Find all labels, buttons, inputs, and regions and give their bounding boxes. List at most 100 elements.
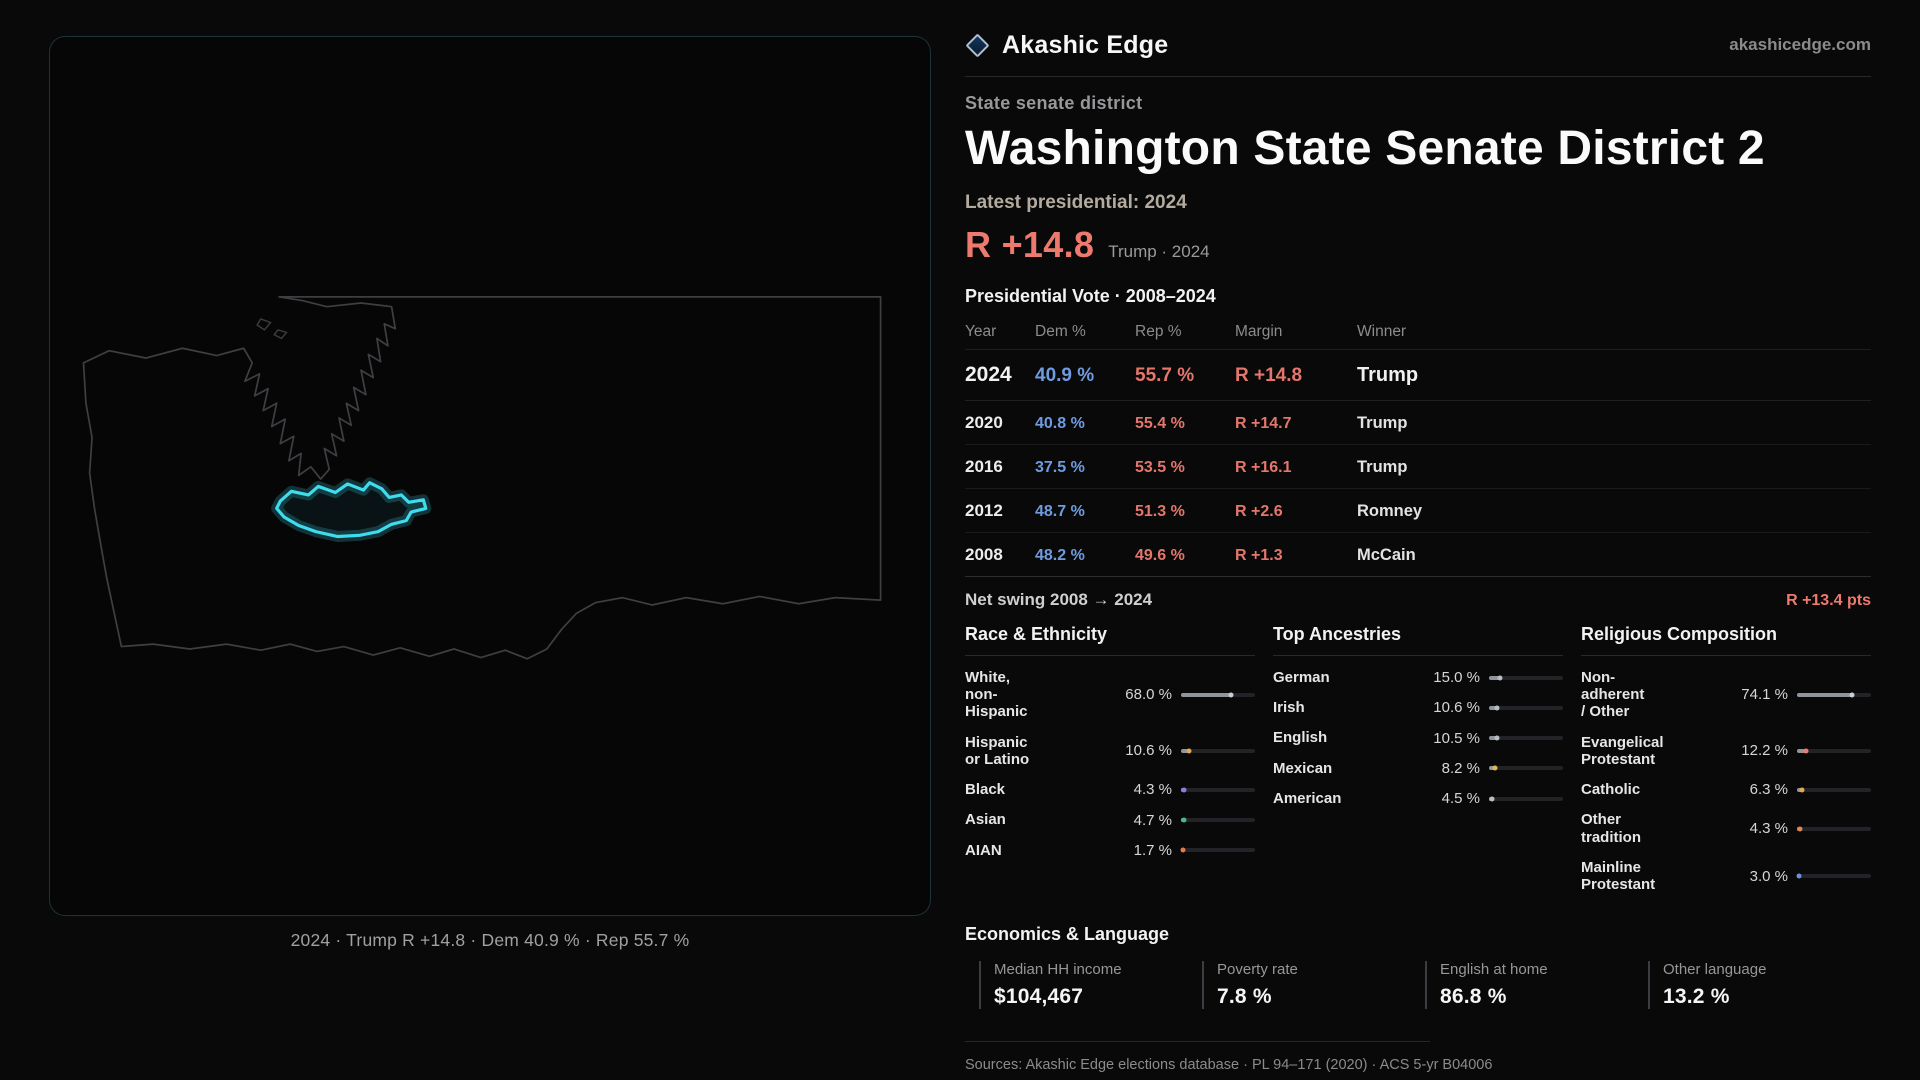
year-cell: 2012 <box>965 500 1003 520</box>
demo-bar <box>1489 705 1563 711</box>
demo-bar <box>1797 692 1871 698</box>
year-cell: 2008 <box>965 544 1003 564</box>
demo-row-american: American 4.5 % <box>1273 783 1563 813</box>
col-rep: Rep % <box>1135 323 1182 341</box>
demo-label: Black <box>965 781 1006 799</box>
brand-name: Akashic Edge <box>1002 30 1169 59</box>
footer-divider <box>965 1040 1430 1042</box>
demo-row-black: Black 4.3 % <box>965 775 1255 805</box>
race-ethnicity-column: Race & Ethnicity White, non-Hispanic 68.… <box>965 624 1255 900</box>
demo-value: 4.5 % <box>1441 790 1480 808</box>
demo-row-mainline: Mainline Protestant 3.0 % <box>1581 852 1871 900</box>
ancestries-column: Top Ancestries German 15.0 % Irish 10.6 … <box>1273 624 1563 900</box>
san-juan-islands-outline <box>256 317 288 340</box>
rep-cell: 53.5 % <box>1135 458 1185 476</box>
brand-row: Akashic Edge akashicedge.com <box>965 26 1871 64</box>
stat-label: English at home <box>1440 960 1548 978</box>
demo-label: English <box>1273 729 1328 747</box>
demo-label: White, non-Hispanic <box>965 668 1028 721</box>
religion-column: Religious Composition Non-adherent / Oth… <box>1581 624 1871 900</box>
stat-label: Poverty rate <box>1217 960 1298 978</box>
demo-label: Mainline Protestant <box>1581 858 1656 894</box>
dem-cell: 40.8 % <box>1035 414 1085 432</box>
demo-value: 1.7 % <box>1133 841 1172 859</box>
demo-bar <box>1181 692 1255 698</box>
map-caption: 2024 · Trump R +14.8 · Dem 40.9 % · Rep … <box>290 930 690 950</box>
stat-poverty-rate: Poverty rate 7.8 % <box>1202 960 1425 1009</box>
demo-value: 74.1 % <box>1741 686 1788 704</box>
brand: Akashic Edge <box>965 31 1168 60</box>
demo-row-mexican: Mexican 8.2 % <box>1273 753 1563 783</box>
demo-label: Catholic <box>1581 781 1641 799</box>
table-row-2020: 2020 40.8 % 55.4 % R +14.7 Trump <box>965 401 1871 446</box>
stat-value: 7.8 % <box>1217 984 1272 1008</box>
washington-outline <box>82 296 882 660</box>
rep-cell: 49.6 % <box>1135 546 1185 564</box>
demo-bar <box>1180 847 1255 853</box>
latest-presidential-label: Latest presidential: 2024 <box>965 192 1187 214</box>
brand-domain-link[interactable]: akashicedge.com <box>1729 35 1871 54</box>
dem-cell: 48.2 % <box>1035 546 1085 564</box>
demo-label: Mexican <box>1273 759 1333 777</box>
latest-margin-context: Trump · 2024 <box>1108 242 1210 262</box>
demo-row-nonadherent: Non-adherent / Other 74.1 % <box>1581 662 1871 727</box>
vote-table-title: Presidential Vote · 2008–2024 <box>965 286 1216 307</box>
stat-label: Median HH income <box>994 960 1122 978</box>
year-cell: 2020 <box>965 412 1003 432</box>
winner-cell: McCain <box>1357 545 1416 564</box>
race-ethnicity-title: Race & Ethnicity <box>965 624 1255 657</box>
demo-label: Hispanic or Latino <box>965 733 1030 768</box>
margin-cell: R +1.3 <box>1235 546 1283 564</box>
demo-value: 6.3 % <box>1749 781 1788 799</box>
presidential-vote-table: Year Dem % Rep % Margin Winner 2024 40.9… <box>965 315 1871 578</box>
demo-bar <box>1181 817 1255 823</box>
demo-value: 8.2 % <box>1441 759 1480 777</box>
demo-value: 3.0 % <box>1749 867 1788 885</box>
dem-cell: 48.7 % <box>1035 502 1085 520</box>
demo-row-aian: AIAN 1.7 % <box>965 835 1255 865</box>
demo-row-hispanic: Hispanic or Latino 10.6 % <box>965 727 1255 775</box>
winner-cell: Trump <box>1357 413 1408 432</box>
table-row-2024: 2024 40.9 % 55.7 % R +14.8 Trump <box>965 350 1871 402</box>
margin-cell: R +2.6 <box>1235 502 1283 520</box>
stat-label: Other language <box>1663 960 1767 978</box>
demo-value: 4.3 % <box>1133 781 1172 799</box>
stat-value: 86.8 % <box>1440 984 1507 1008</box>
margin-cell: R +14.8 <box>1235 365 1303 387</box>
demo-value: 15.0 % <box>1433 669 1480 687</box>
demo-label: AIAN <box>965 841 1002 859</box>
demo-label: Non-adherent / Other <box>1581 668 1645 721</box>
religion-title: Religious Composition <box>1581 624 1871 657</box>
demo-value: 4.7 % <box>1133 811 1172 829</box>
margin-cell: R +16.1 <box>1235 458 1292 476</box>
stat-other-language: Other language 13.2 % <box>1648 960 1871 1009</box>
district-2-shape <box>275 481 428 539</box>
header-divider <box>965 76 1871 77</box>
stat-value: 13.2 % <box>1663 984 1730 1008</box>
ancestries-title: Top Ancestries <box>1273 624 1563 657</box>
stat-english-at-home: English at home 86.8 % <box>1425 960 1648 1009</box>
demo-bar <box>1797 826 1871 832</box>
demo-bar <box>1797 787 1871 793</box>
demo-bar <box>1797 748 1871 754</box>
demo-label: German <box>1273 668 1330 686</box>
demo-value: 10.5 % <box>1433 729 1480 747</box>
demo-row-german: German 15.0 % <box>1273 662 1563 692</box>
rep-cell: 55.7 % <box>1135 365 1195 387</box>
demo-label: Evangelical Protestant <box>1581 733 1664 768</box>
year-cell: 2024 <box>965 363 1012 387</box>
washington-state-map <box>82 296 882 660</box>
net-swing-label: Net swing 2008 → 2024 <box>965 590 1153 610</box>
net-swing-value: R +13.4 pts <box>1786 592 1871 610</box>
demo-value: 4.3 % <box>1749 820 1788 838</box>
demographics-section: Race & Ethnicity White, non-Hispanic 68.… <box>965 624 1871 900</box>
economics-stats: Median HH income $104,467 Poverty rate 7… <box>965 960 1871 1009</box>
demo-value: 68.0 % <box>1125 686 1172 704</box>
demo-row-irish: Irish 10.6 % <box>1273 693 1563 723</box>
demo-label: Irish <box>1273 699 1305 717</box>
demo-row-white: White, non-Hispanic 68.0 % <box>965 662 1255 727</box>
table-row-2012: 2012 48.7 % 51.3 % R +2.6 Romney <box>965 489 1871 534</box>
demo-row-asian: Asian 4.7 % <box>965 805 1255 835</box>
col-winner: Winner <box>1357 323 1407 341</box>
demo-label: Asian <box>965 811 1006 829</box>
